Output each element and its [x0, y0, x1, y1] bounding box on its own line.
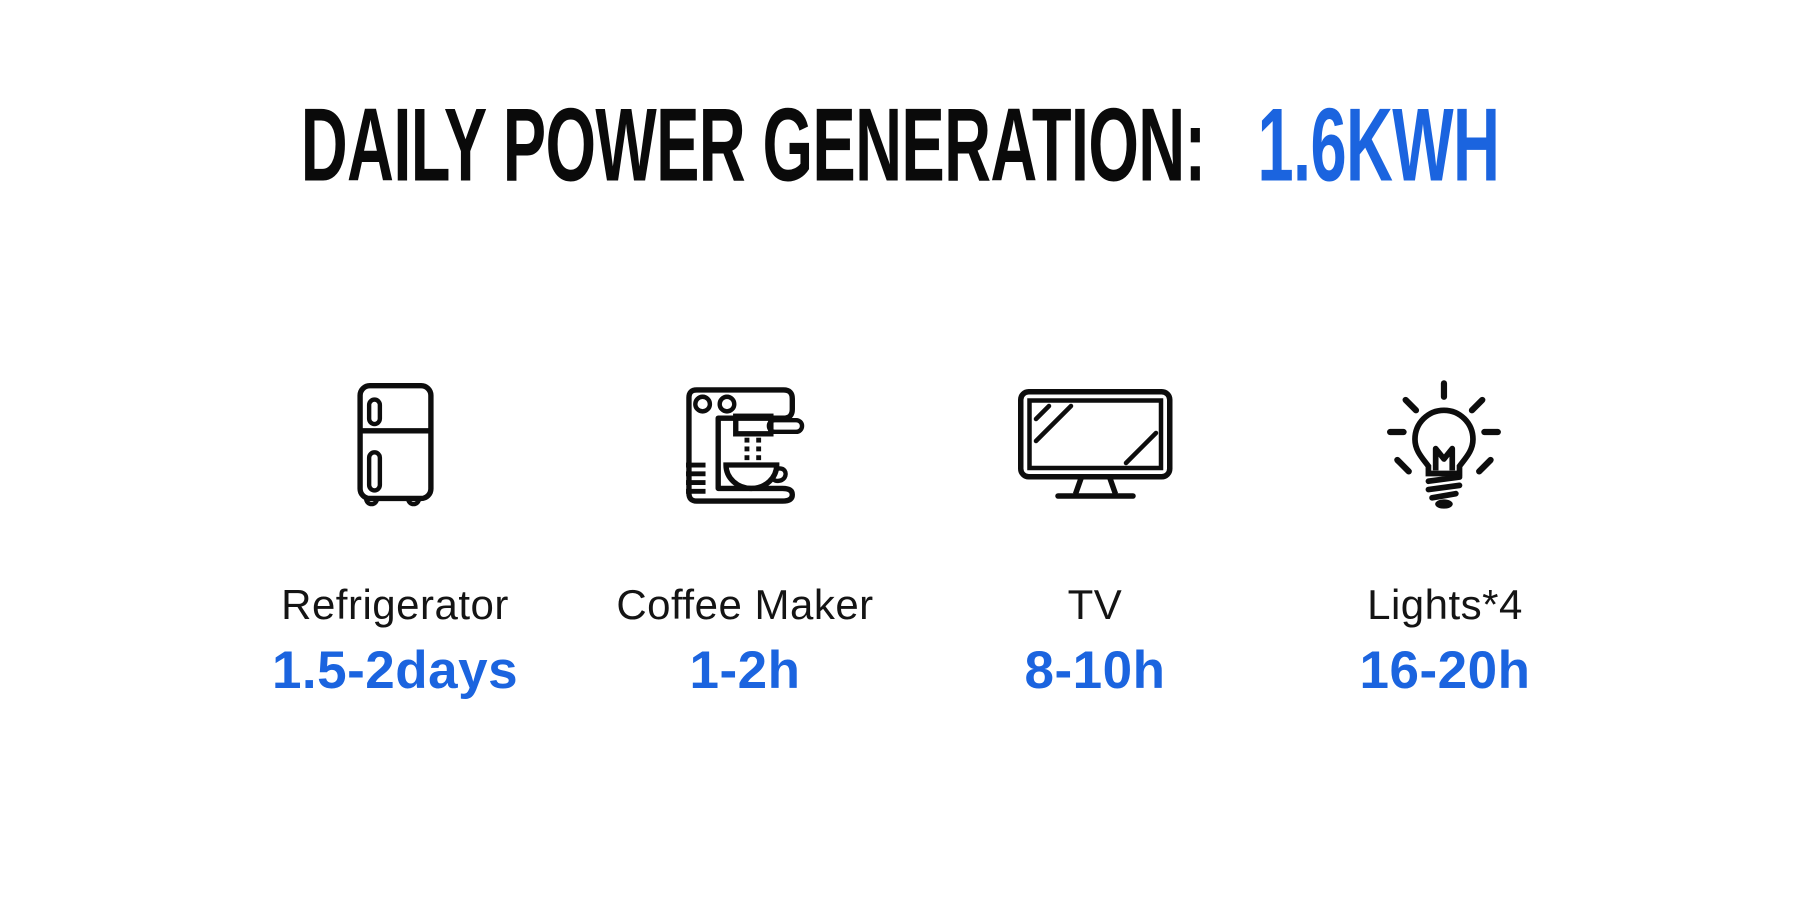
appliance-runtime: 1-2h: [689, 641, 801, 700]
appliance-card-coffee-maker: Coffee Maker 1-2h: [581, 375, 909, 701]
appliance-label: Refrigerator: [281, 581, 509, 628]
appliance-label: Coffee Maker: [616, 581, 874, 628]
page-title: DAILY POWER GENERATION: 1.6KWH: [301, 93, 1500, 197]
title-value: 1.6KWH: [1257, 86, 1500, 204]
appliance-label: Lights*4: [1367, 581, 1523, 628]
tv-icon: [1017, 375, 1173, 515]
appliance-row: Refrigerator 1.5-2days: [0, 375, 1800, 701]
appliance-runtime: 16-20h: [1359, 641, 1531, 700]
appliance-runtime: 1.5-2days: [271, 641, 519, 700]
appliance-card-refrigerator: Refrigerator 1.5-2days: [231, 375, 559, 701]
appliance-runtime: 8-10h: [1024, 641, 1166, 700]
appliance-card-tv: TV 8-10h: [931, 375, 1259, 701]
refrigerator-icon: [356, 375, 434, 515]
appliance-card-lights: Lights*4 16-20h: [1281, 375, 1609, 701]
coffee-maker-icon: [685, 375, 805, 515]
title-text: DAILY POWER GENERATION:: [300, 86, 1206, 204]
power-generation-infographic: DAILY POWER GENERATION: 1.6KWH Refrigera…: [0, 93, 1800, 900]
lightbulb-icon: [1387, 375, 1503, 515]
appliance-label: TV: [1067, 581, 1123, 628]
